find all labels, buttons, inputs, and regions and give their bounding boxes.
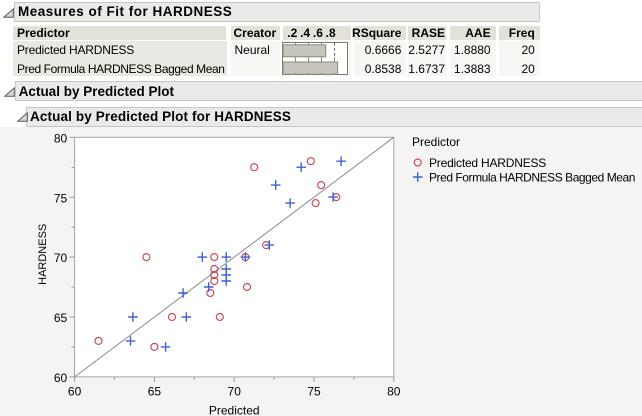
svg-text:70: 70 — [54, 251, 68, 265]
svg-text:HARDNESS: HARDNESS — [37, 224, 49, 285]
svg-text:Pred Formula HARDNESS Bagged M: Pred Formula HARDNESS Bagged Mean — [429, 170, 635, 184]
svg-text:70: 70 — [228, 384, 242, 398]
svg-text:65: 65 — [148, 384, 162, 398]
svg-text:65: 65 — [54, 311, 68, 325]
svg-text:60: 60 — [68, 384, 82, 398]
svg-text:75: 75 — [54, 191, 68, 205]
svg-text:75: 75 — [307, 384, 321, 398]
svg-text:Predictor: Predictor — [412, 135, 460, 149]
svg-text:Predicted HARDNESS: Predicted HARDNESS — [429, 156, 546, 170]
svg-text:Predicted: Predicted — [209, 403, 260, 416]
svg-text:80: 80 — [54, 131, 68, 145]
svg-text:80: 80 — [387, 384, 401, 398]
svg-text:60: 60 — [54, 371, 68, 385]
